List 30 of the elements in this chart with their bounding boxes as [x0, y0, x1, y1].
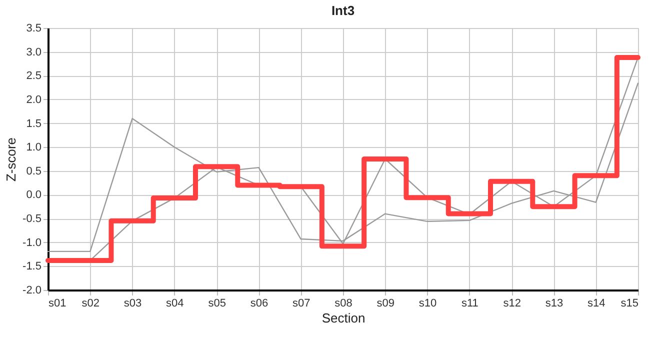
x-tick-label: s08 [334, 298, 352, 310]
x-tick-label: s15 [620, 298, 638, 310]
x-tick-label: s07 [292, 298, 310, 310]
x-tick-label: s05 [208, 298, 226, 310]
x-tick-label: s03 [124, 298, 142, 310]
y-tick-label: 1.0 [26, 142, 42, 154]
chart-title: Int3 [331, 3, 355, 18]
x-tick-label: s04 [166, 298, 184, 310]
x-tick-label: s06 [250, 298, 268, 310]
x-axis-title: Section [322, 310, 366, 326]
x-tick-label: s10 [418, 298, 437, 310]
y-tick-label: 2.0 [26, 94, 42, 106]
y-tick-label: 1.5 [26, 118, 42, 130]
y-tick-label: 2.5 [26, 70, 42, 82]
y-tick-label: -0.5 [22, 213, 42, 226]
x-tick-label: s02 [82, 298, 100, 310]
y-tick-label: -1.0 [22, 236, 42, 249]
y-tick-label: 0.5 [26, 165, 42, 178]
y-axis-title: Z-score [4, 137, 19, 182]
x-tick-label: s12 [503, 298, 521, 310]
y-tick-label: -2.0 [22, 284, 42, 296]
y-tick-label: -1.5 [22, 260, 42, 273]
x-tick-label: s09 [376, 298, 395, 310]
x-tick-label: s13 [545, 298, 564, 310]
x-tick-label: s14 [587, 298, 606, 310]
x-tick-label: s01 [48, 298, 66, 310]
y-tick-label: 0.0 [26, 189, 42, 202]
y-tick-label: 3.0 [26, 46, 42, 58]
y-tick-label: 3.5 [26, 22, 42, 34]
x-tick-label: s11 [461, 298, 478, 310]
